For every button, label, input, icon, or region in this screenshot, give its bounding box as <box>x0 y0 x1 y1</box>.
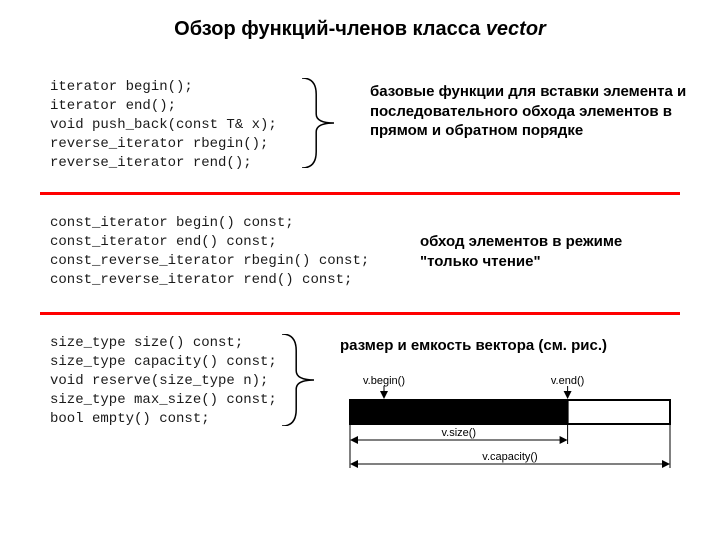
section3-description: размер и емкость вектора (см. рис.) <box>340 336 700 356</box>
svg-text:v.end(): v.end() <box>551 375 584 387</box>
section1-description: базовые функции для вставки элемента и п… <box>370 82 690 141</box>
section2-description: обход элементов в режиме "только чтение" <box>420 232 680 271</box>
svg-text:v.size(): v.size() <box>441 427 476 439</box>
section3-code: size_type size() const; size_type capaci… <box>50 334 277 428</box>
divider-2 <box>40 312 680 315</box>
title-italic: vector <box>486 18 546 40</box>
section2-code: const_iterator begin() const; const_iter… <box>50 214 369 290</box>
section1-brace <box>300 78 336 168</box>
section1-code: iterator begin(); iterator end(); void p… <box>50 78 277 172</box>
page-title: Обзор функций-членов класса vector <box>0 18 720 41</box>
title-prefix: Обзор функций-членов класса <box>174 18 486 40</box>
svg-text:v.begin(): v.begin() <box>363 375 405 387</box>
divider-1 <box>40 192 680 195</box>
svg-text:v.capacity(): v.capacity() <box>482 451 537 463</box>
section3-brace <box>280 334 316 426</box>
capacity-diagram: v.begin() v.end() v.size() v.capacity() <box>340 370 700 505</box>
